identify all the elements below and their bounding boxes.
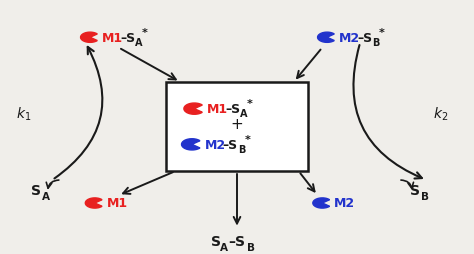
Wedge shape	[318, 33, 334, 43]
Text: *: *	[379, 27, 384, 38]
Text: *: *	[245, 134, 250, 144]
Text: –S: –S	[228, 234, 246, 248]
Text: S: S	[31, 184, 41, 197]
Text: –S: –S	[223, 138, 238, 151]
Text: *: *	[142, 27, 147, 38]
Text: A: A	[135, 38, 143, 48]
Text: S: S	[211, 234, 221, 248]
Text: –S: –S	[357, 32, 372, 44]
Text: –S: –S	[120, 32, 135, 44]
Wedge shape	[81, 33, 97, 43]
Text: S: S	[410, 184, 420, 197]
Text: M2: M2	[339, 32, 360, 44]
Text: M2: M2	[205, 138, 226, 151]
Text: M2: M2	[334, 197, 356, 210]
Text: M1: M1	[102, 32, 123, 44]
Wedge shape	[184, 104, 202, 115]
Text: –S: –S	[225, 103, 240, 116]
Text: *: *	[247, 99, 253, 109]
Wedge shape	[313, 198, 329, 208]
Text: B: B	[421, 191, 429, 201]
Text: M1: M1	[107, 197, 128, 210]
Bar	[166, 83, 308, 171]
Wedge shape	[182, 139, 200, 150]
Wedge shape	[85, 198, 102, 208]
Text: B: B	[238, 144, 246, 154]
Text: +: +	[231, 117, 243, 132]
Text: A: A	[42, 191, 50, 201]
Text: M1: M1	[207, 103, 228, 116]
Text: B: B	[247, 242, 255, 252]
Text: A: A	[220, 242, 228, 252]
Text: A: A	[240, 109, 248, 119]
Text: B: B	[372, 38, 380, 48]
Text: $k_2$: $k_2$	[433, 106, 448, 123]
Text: $k_1$: $k_1$	[16, 106, 31, 123]
